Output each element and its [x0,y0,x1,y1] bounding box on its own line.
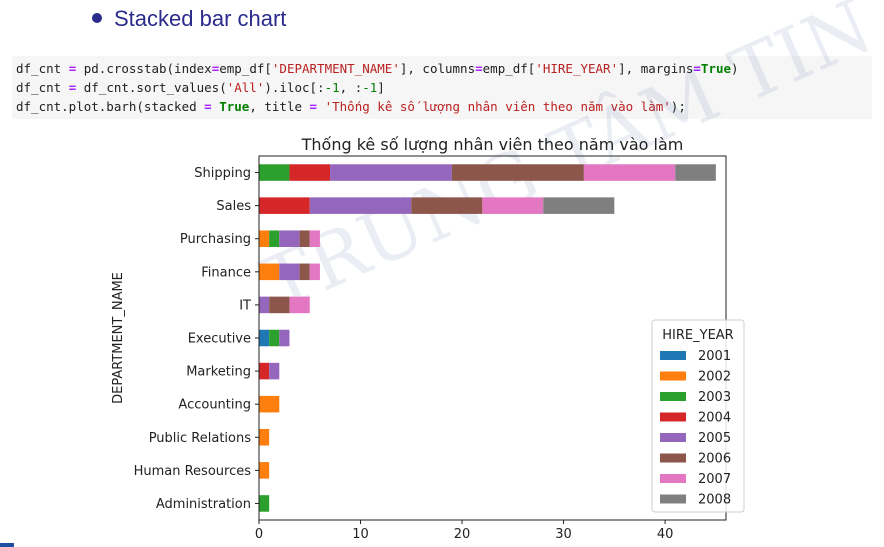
legend-label-2007: 2007 [698,472,731,487]
legend-label-2001: 2001 [698,349,731,364]
code-line-2: df_cnt = df_cnt.sort_values('All').iloc[… [16,80,385,95]
legend-swatch-2006 [660,453,686,463]
x-tick-label: 10 [352,527,369,542]
legend-swatch-2005 [660,433,686,442]
bar-sales-2007 [482,197,544,214]
code-line-1: df_cnt = pd.crosstab(index=emp_df['DEPAR… [16,61,739,76]
bar-sales-2006 [411,197,483,214]
code-line-3: df_cnt.plot.barh(stacked = True, title =… [16,99,686,114]
x-tick-label: 0 [255,527,263,542]
bar-administration-2003 [259,495,270,512]
y-tick-label: Shipping [194,166,251,181]
bar-it-2005 [259,296,270,314]
bar-shipping-2005 [330,164,452,181]
legend-swatch-2002 [660,371,686,381]
y-tick-label: Human Resources [134,464,252,479]
slide-heading: Stacked bar chart [92,6,286,32]
x-tick-label: 20 [454,527,471,542]
heading-text: Stacked bar chart [114,6,287,31]
bar-human-resources-2002 [259,462,270,479]
legend-label-2003: 2003 [698,390,731,405]
bar-it-2007 [289,296,310,314]
bar-shipping-2008 [675,164,716,181]
legend-label-2002: 2002 [698,370,731,385]
bar-accounting-2002 [259,395,280,413]
legend-label-2008: 2008 [698,493,731,508]
code-cell: df_cnt = pd.crosstab(index=emp_df['DEPAR… [12,56,872,119]
y-tick-label: Executive [188,332,251,347]
slide-corner-mark [0,543,14,547]
bullet-icon [92,13,102,24]
x-tick-label: 40 [657,527,674,542]
bar-shipping-2007 [583,164,676,181]
y-tick-label: Sales [216,199,251,214]
bar-shipping-2004 [289,164,331,181]
bar-shipping-2006 [451,164,584,181]
legend-swatch-2007 [660,474,686,483]
bar-purchasing-2002 [259,230,270,247]
bar-sales-2008 [543,197,615,214]
bar-finance-2005 [279,263,300,281]
bar-purchasing-2003 [269,230,280,247]
legend-label-2004: 2004 [698,411,731,426]
legend-swatch-2003 [660,392,686,401]
bar-it-2006 [269,296,290,314]
y-tick-label: Administration [156,497,251,512]
bar-sales-2004 [259,197,310,214]
legend-label-2005: 2005 [698,431,731,446]
bar-purchasing-2005 [279,230,300,247]
bar-finance-2006 [299,263,310,281]
y-axis-label: DEPARTMENT_NAME [111,272,126,404]
bar-public-relations-2002 [259,429,270,446]
bar-purchasing-2007 [309,230,320,247]
bar-executive-2003 [269,329,280,347]
bar-purchasing-2006 [299,230,310,247]
y-tick-label: IT [239,298,251,313]
legend-swatch-2004 [660,412,686,422]
bar-executive-2001 [259,329,270,347]
chart-title: Thống kê số lượng nhân viên theo năm vào… [301,135,684,154]
bar-shipping-2003 [259,164,290,181]
x-tick-label: 30 [555,527,572,542]
bar-finance-2007 [309,263,320,281]
y-tick-label: Marketing [186,365,251,380]
y-tick-label: Accounting [178,398,251,413]
bar-marketing-2005 [269,362,280,380]
bar-finance-2002 [259,263,280,281]
bar-sales-2005 [309,197,412,214]
y-tick-label: Finance [201,265,251,280]
y-tick-label: Purchasing [180,232,251,247]
bar-marketing-2004 [259,362,270,380]
legend-box [651,319,745,513]
legend-swatch-2001 [660,351,686,360]
y-tick-label: Public Relations [149,431,252,446]
bar-executive-2005 [279,329,290,347]
legend-swatch-2008 [660,494,686,504]
legend-label-2006: 2006 [698,452,731,467]
legend-title: HIRE_YEAR [662,328,733,343]
